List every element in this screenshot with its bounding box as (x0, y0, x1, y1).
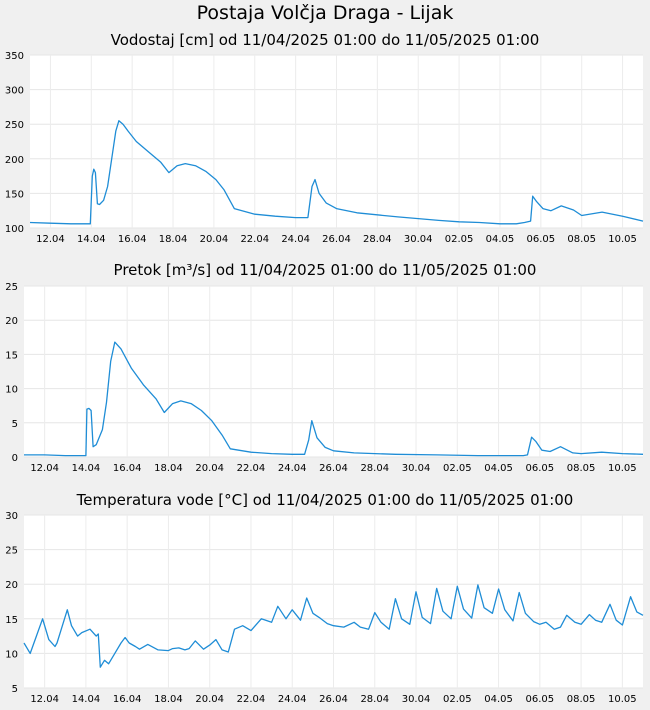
x-tick-label: 28.04 (363, 234, 392, 245)
x-tick-label: 16.04 (113, 694, 142, 705)
x-tick-label: 16.04 (118, 234, 147, 245)
y-tick-label: 200 (5, 155, 24, 166)
x-tick-label: 28.04 (360, 463, 389, 474)
x-tick-label: 02.05 (443, 463, 472, 474)
x-tick-label: 04.05 (484, 694, 513, 705)
x-tick-label: 04.05 (486, 234, 515, 245)
x-tick-label: 24.04 (281, 234, 310, 245)
x-tick-label: 08.05 (567, 694, 596, 705)
x-tick-label: 06.05 (526, 463, 555, 474)
x-tick-label: 12.04 (30, 463, 59, 474)
x-tick-label: 10.05 (608, 463, 637, 474)
y-tick-label: 15 (5, 615, 18, 626)
x-tick-label: 08.05 (567, 234, 596, 245)
x-tick-label: 12.04 (36, 234, 65, 245)
y-tick-label: 150 (5, 189, 24, 200)
x-tick-label: 20.04 (195, 463, 224, 474)
y-tick-label: 20 (5, 580, 18, 591)
x-tick-label: 30.04 (404, 234, 433, 245)
series-line-temperatura-vode (23, 584, 644, 668)
x-tick-label: 30.04 (402, 694, 431, 705)
y-tick-label: 0 (12, 453, 18, 464)
x-tick-label: 26.04 (322, 234, 351, 245)
x-tick-label: 02.05 (443, 694, 472, 705)
chart-title-2: Pretok [m³/s] od 11/04/2025 01:00 do 11/… (114, 261, 537, 279)
x-tick-label: 20.04 (195, 694, 224, 705)
series-line-pretok (24, 341, 644, 457)
x-tick-label: 12.04 (30, 694, 59, 705)
y-tick-label: 350 (5, 51, 24, 62)
series-line-vodostaj (29, 120, 644, 225)
chart-title-3: Temperatura vode [°C] od 11/04/2025 01:0… (76, 491, 574, 509)
x-tick-label: 16.04 (113, 463, 142, 474)
y-tick-label: 5 (12, 419, 18, 430)
x-tick-label: 06.05 (527, 234, 556, 245)
y-tick-label: 10 (5, 385, 18, 396)
x-tick-label: 06.05 (526, 694, 555, 705)
x-tick-label: 26.04 (319, 694, 348, 705)
y-tick-label: 100 (5, 224, 24, 235)
y-tick-label: 250 (5, 120, 24, 131)
x-tick-label: 22.04 (237, 463, 266, 474)
chart-title-1: Vodostaj [cm] od 11/04/2025 01:00 do 11/… (111, 31, 540, 49)
x-tick-label: 10.05 (608, 694, 637, 705)
x-tick-label: 24.04 (278, 694, 307, 705)
x-tick-label: 28.04 (360, 694, 389, 705)
page-title: Postaja Volčja Draga - Lijak (196, 2, 454, 24)
y-tick-label: 15 (5, 350, 18, 361)
y-tick-label: 30 (5, 511, 18, 522)
x-tick-label: 30.04 (402, 463, 431, 474)
x-tick-label: 14.04 (72, 694, 101, 705)
x-tick-label: 18.04 (154, 463, 183, 474)
x-tick-label: 26.04 (319, 463, 348, 474)
y-tick-label: 300 (5, 86, 24, 97)
x-tick-label: 24.04 (278, 463, 307, 474)
y-tick-label: 25 (5, 546, 18, 557)
x-tick-label: 14.04 (77, 234, 106, 245)
x-tick-label: 22.04 (240, 234, 269, 245)
y-tick-label: 20 (5, 316, 18, 327)
x-tick-label: 20.04 (200, 234, 229, 245)
y-tick-label: 25 (5, 282, 18, 293)
x-tick-label: 14.04 (72, 463, 101, 474)
y-tick-label: 5 (12, 684, 18, 695)
x-tick-label: 10.05 (608, 234, 637, 245)
y-tick-label: 10 (5, 649, 18, 660)
x-tick-label: 08.05 (567, 463, 596, 474)
x-tick-label: 22.04 (237, 694, 266, 705)
x-tick-label: 04.05 (484, 463, 513, 474)
x-tick-label: 18.04 (159, 234, 188, 245)
x-tick-label: 18.04 (154, 694, 183, 705)
x-tick-label: 02.05 (445, 234, 474, 245)
